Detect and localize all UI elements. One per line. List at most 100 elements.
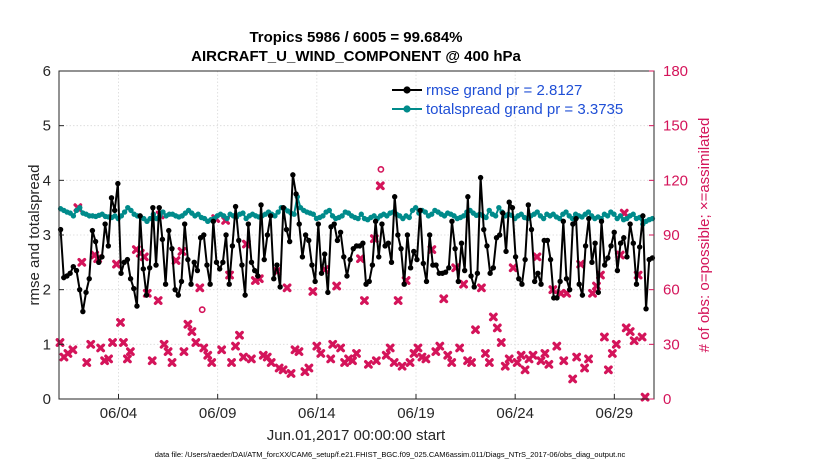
x-tick-label: 06/24 <box>496 405 534 422</box>
obs-assimilated-marker <box>536 356 546 366</box>
rmse-series-point <box>633 281 640 287</box>
rmse-series-point <box>127 276 134 282</box>
x-tick-label: 06/19 <box>397 405 435 422</box>
rmse-series-point <box>239 262 245 268</box>
rmse-series-point <box>290 172 296 178</box>
rmse-series-point <box>89 227 96 234</box>
obs-assimilated-marker <box>207 358 217 367</box>
obs-assimilated-marker <box>492 323 502 333</box>
rmse-series-point <box>150 204 156 211</box>
spread-series-point <box>355 215 361 222</box>
rmse-series-point <box>535 270 541 276</box>
rmse-series-point <box>213 259 220 266</box>
obs-assimilated-marker <box>336 343 346 353</box>
rmse-series-point <box>169 245 175 252</box>
rmse-series-point <box>617 240 624 246</box>
obs-assimilated-marker <box>312 341 322 351</box>
rmse-series-point <box>455 278 462 285</box>
rmse-series-point <box>331 221 337 227</box>
obs-assimilated-marker <box>552 341 562 351</box>
rmse-series-point <box>204 262 210 268</box>
obs-assimilated-marker <box>360 296 369 305</box>
rmse-series-point <box>162 281 169 287</box>
obs-assimilated-marker <box>439 294 449 304</box>
rmse-series-point <box>264 232 271 238</box>
obs-assimilated-marker <box>467 358 476 367</box>
x-axis: 06/04 06/09 06/14 06/19 06/24 06/29 <box>100 394 633 422</box>
legend-spread-label: totalspread grand pr = 3.3735 <box>426 101 623 118</box>
rmse-series-point <box>379 221 385 227</box>
spread-series-point <box>585 209 592 215</box>
y2-tick-label: 30 <box>663 336 680 353</box>
rmse-series-point <box>315 221 322 227</box>
rmse-series-point <box>166 227 172 234</box>
spread-series-point <box>611 211 617 217</box>
rmse-series-point <box>271 276 277 282</box>
obs-assimilated-marker <box>496 338 506 347</box>
obs-assimilated-marker <box>500 361 510 371</box>
obs-assimilated-marker <box>580 363 589 373</box>
spread-series-point <box>291 211 297 217</box>
rmse-series-point <box>391 194 398 200</box>
obs-assimilated-marker <box>123 354 132 364</box>
rmse-series-point <box>468 273 474 279</box>
rmse-series-point <box>118 270 124 276</box>
rmse-series-point <box>137 213 143 219</box>
rmse-series-point <box>500 210 506 216</box>
rmse-series-point <box>274 262 280 268</box>
rmse-series-point <box>280 204 287 211</box>
rmse-series-point <box>420 260 427 267</box>
rmse-series-point <box>321 251 328 257</box>
spread-series-point <box>483 214 489 221</box>
x-tick-label: 06/04 <box>100 405 138 422</box>
rmse-series-point <box>563 276 570 282</box>
obs-assimilated-marker <box>125 347 135 357</box>
rmse-series-point <box>627 221 633 227</box>
rmse-series-point <box>490 265 497 271</box>
rmse-series-point <box>131 285 137 292</box>
obs-assimilated-marker <box>385 343 395 353</box>
rmse-series-point <box>461 267 468 274</box>
obs-assimilated-marker <box>528 350 538 360</box>
rmse-series-point <box>554 295 560 301</box>
obs-assimilated-marker <box>356 254 365 264</box>
obs-assimilated-marker <box>294 347 304 357</box>
rmse-series-point <box>286 238 293 245</box>
rmse-series-point <box>258 202 264 208</box>
y2-tick-label: 0 <box>663 391 671 408</box>
rmse-series-point <box>605 255 611 261</box>
obs-assimilated-marker <box>484 358 494 367</box>
rmse-series-point <box>595 289 602 296</box>
rmse-series-point <box>547 256 554 263</box>
obs-assimilated-marker <box>171 256 181 265</box>
spread-series-point <box>563 209 569 215</box>
rmse-series-point <box>86 276 92 282</box>
y-tick-label: 6 <box>43 63 51 80</box>
obs-assimilated-marker <box>600 332 609 342</box>
obs-assimilated-marker <box>246 354 256 364</box>
rmse-series-point <box>411 248 417 255</box>
rmse-series-point <box>369 262 376 268</box>
rmse-series-point <box>452 245 458 252</box>
rmse-series-point <box>570 221 576 227</box>
obs-assimilated-marker <box>348 356 357 366</box>
spread-series-point <box>406 214 412 221</box>
rmse-series-point <box>487 270 493 276</box>
rmse-series-point <box>395 232 401 238</box>
obs-assimilated-marker <box>227 358 236 367</box>
rmse-series-point <box>503 248 509 255</box>
rmse-series-point <box>474 270 481 276</box>
rmse-series-point <box>105 243 112 249</box>
obs-assimilated-marker <box>104 354 113 364</box>
rmse-series-point <box>388 259 395 266</box>
series-layer <box>55 165 656 402</box>
rmse-series-point <box>159 236 166 243</box>
obs-assimilated-marker <box>278 365 288 375</box>
obs-assimilated-marker <box>266 358 276 367</box>
rmse-series-point <box>325 289 331 296</box>
rmse-series-point <box>248 259 255 266</box>
rmse-series-point <box>334 237 341 244</box>
spread-series-point <box>320 213 326 219</box>
rmse-series-point <box>267 213 274 219</box>
rmse-series-point <box>73 267 80 274</box>
